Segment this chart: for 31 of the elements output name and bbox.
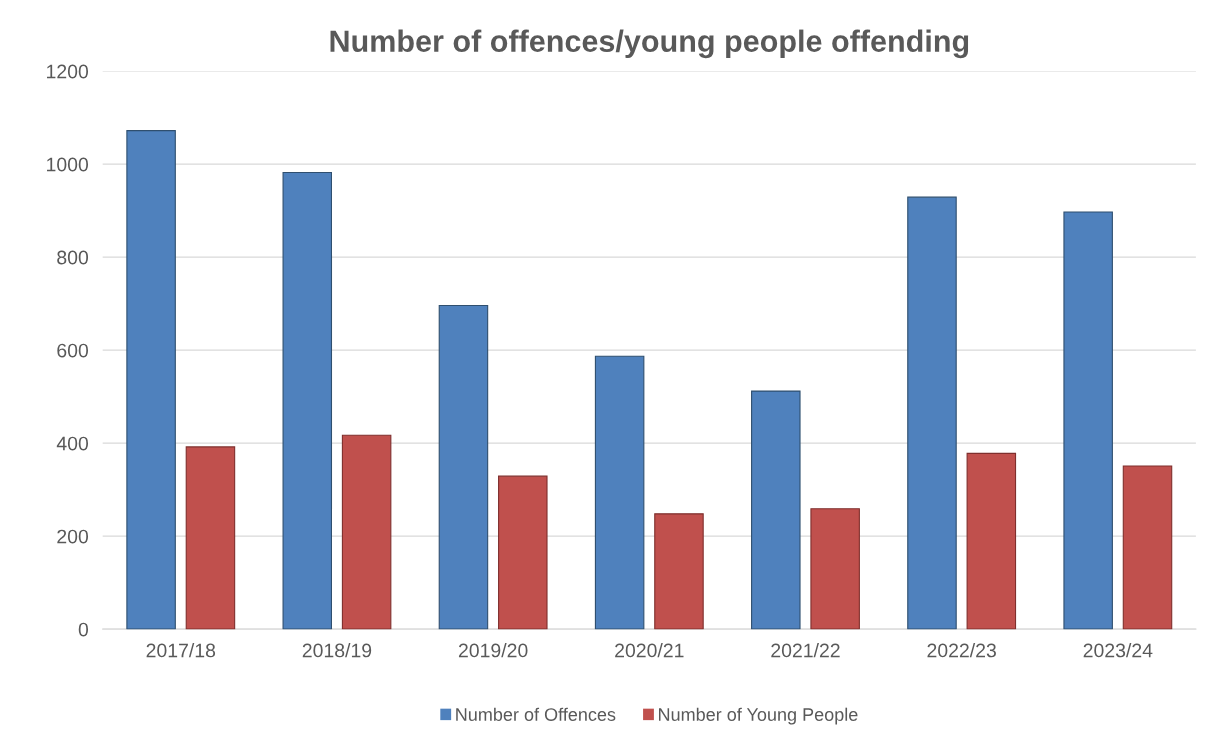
- bar: [438, 304, 489, 630]
- x-tick-label: 2018/19: [302, 643, 372, 658]
- y-tick-label: 400: [56, 436, 89, 451]
- bar: [1122, 465, 1173, 630]
- y-tick-label: 1200: [47, 64, 89, 79]
- bar: [282, 171, 333, 630]
- x-tick-label: 2021/22: [771, 643, 840, 658]
- x-tick-label: 2020/21: [615, 643, 684, 658]
- y-tick-label: 0: [78, 622, 89, 637]
- bar: [751, 390, 801, 630]
- legend-label: Number of Offences: [456, 707, 616, 721]
- x-tick-label: 2023/24: [1083, 643, 1153, 658]
- x-tick-label: 2017/18: [146, 643, 216, 658]
- y-tick-label: 200: [57, 529, 89, 544]
- bar: [498, 475, 548, 630]
- bar: [654, 513, 704, 630]
- bar: [1063, 211, 1113, 630]
- bar: [594, 355, 645, 630]
- x-tick-label: 2019/20: [458, 643, 528, 658]
- legend-label: Number of Young People: [659, 707, 858, 725]
- bar: [907, 196, 957, 630]
- chart-title: Number of offences/young people offending: [330, 29, 969, 59]
- x-tick-label: 2022/23: [927, 643, 996, 658]
- bar: [966, 452, 1017, 630]
- bar: [810, 508, 860, 630]
- bar: [185, 446, 236, 630]
- y-tick-label: 800: [57, 250, 89, 265]
- y-tick-label: 1000: [47, 157, 89, 172]
- bar: [126, 130, 176, 630]
- bar: [341, 434, 392, 630]
- y-tick-label: 600: [57, 343, 89, 358]
